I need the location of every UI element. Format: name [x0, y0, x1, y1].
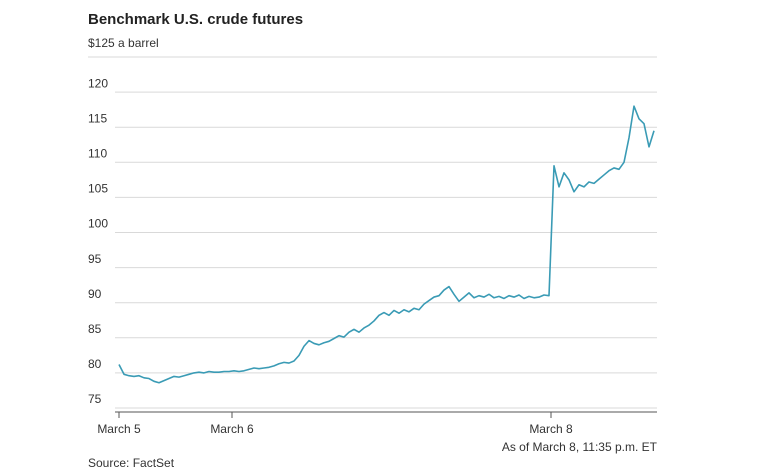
x-tick-label: March 6	[210, 422, 254, 436]
y-tick-label: $125 a barrel	[88, 36, 159, 50]
y-tick-label: 100	[88, 217, 108, 231]
chart-title: Benchmark U.S. crude futures	[88, 11, 303, 28]
y-tick-label: 80	[88, 357, 102, 371]
y-tick-label: 110	[88, 146, 107, 160]
price-line	[118, 105, 655, 384]
x-tick-label: March 8	[529, 422, 573, 436]
y-tick-label: 85	[88, 322, 102, 336]
note: As of March 8, 11:35 p.m. ET	[502, 440, 658, 454]
y-tick-label: 120	[88, 76, 108, 90]
y-tick-label: 115	[88, 111, 107, 125]
y-tick-label: 95	[88, 252, 102, 266]
x-tick-label: March 5	[97, 422, 141, 436]
source: Source: FactSet	[88, 456, 175, 470]
y-tick-label: 105	[88, 182, 108, 196]
y-tick-label: 90	[88, 287, 102, 301]
y-tick-label: 75	[88, 392, 102, 406]
